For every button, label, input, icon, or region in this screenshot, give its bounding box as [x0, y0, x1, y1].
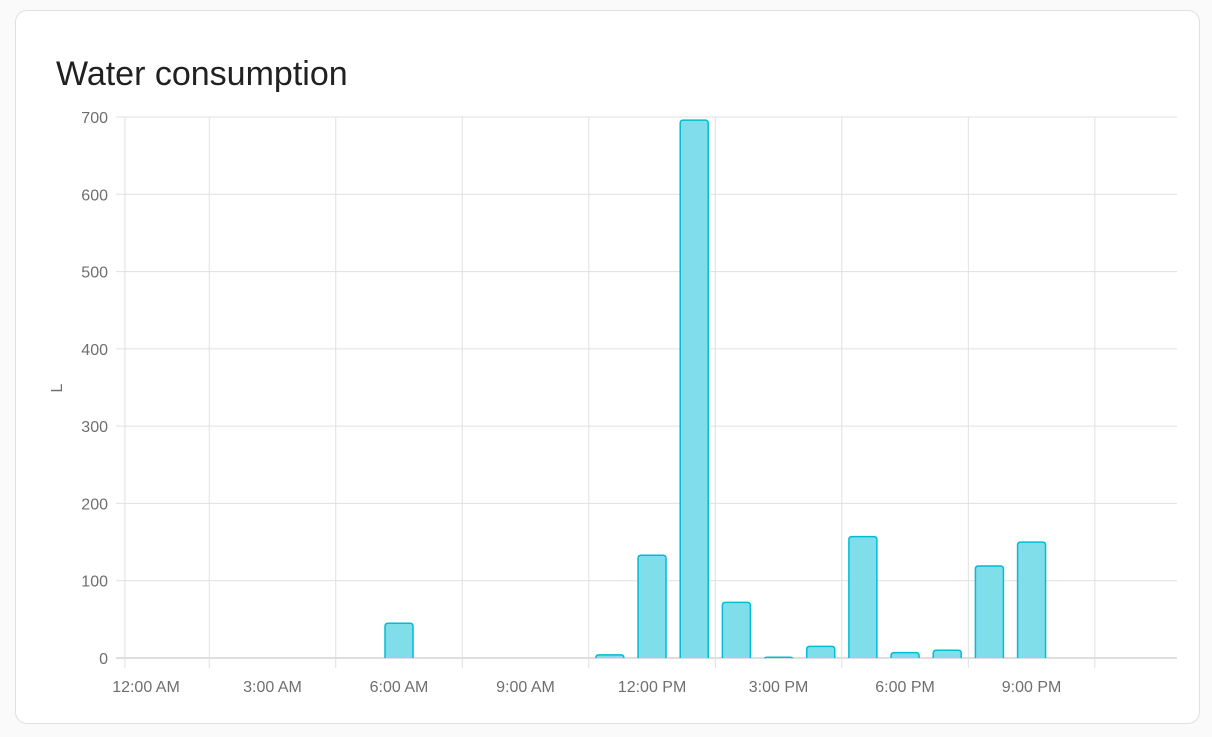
- y-tick-label: 300: [81, 419, 108, 436]
- bar: [805, 645, 836, 658]
- y-tick-label: 600: [81, 187, 108, 204]
- bar: [848, 535, 878, 658]
- y-tick-label: 200: [81, 496, 108, 513]
- x-tick-label: 6:00 AM: [370, 679, 429, 696]
- chart-card: Water consumption: [15, 10, 1200, 724]
- bar: [890, 651, 920, 658]
- x-tick-label: 12:00 PM: [618, 679, 686, 696]
- bar: [721, 601, 752, 658]
- x-tick-label: 9:00 PM: [1002, 679, 1062, 696]
- bar: [595, 654, 625, 658]
- x-tick-label: 9:00 AM: [496, 679, 555, 696]
- bar: [637, 554, 667, 658]
- bar: [974, 565, 1005, 658]
- y-tick-label: 0: [99, 651, 108, 668]
- y-tick-label: 100: [81, 574, 108, 591]
- bar: [932, 649, 962, 658]
- bar: [763, 656, 794, 659]
- y-axis-label: L: [49, 383, 66, 392]
- x-tick-label: 3:00 AM: [243, 679, 302, 696]
- bar: [679, 119, 709, 658]
- x-tick-label: 12:00 AM: [112, 679, 180, 696]
- bar: [384, 622, 414, 658]
- x-tick-label: 3:00 PM: [749, 679, 809, 696]
- card-title: Water consumption: [56, 55, 348, 93]
- y-tick-label: 400: [81, 342, 108, 359]
- y-tick-label: 500: [81, 265, 108, 282]
- bar: [1016, 541, 1047, 658]
- y-tick-label: 700: [81, 110, 108, 127]
- x-tick-label: 6:00 PM: [875, 679, 935, 696]
